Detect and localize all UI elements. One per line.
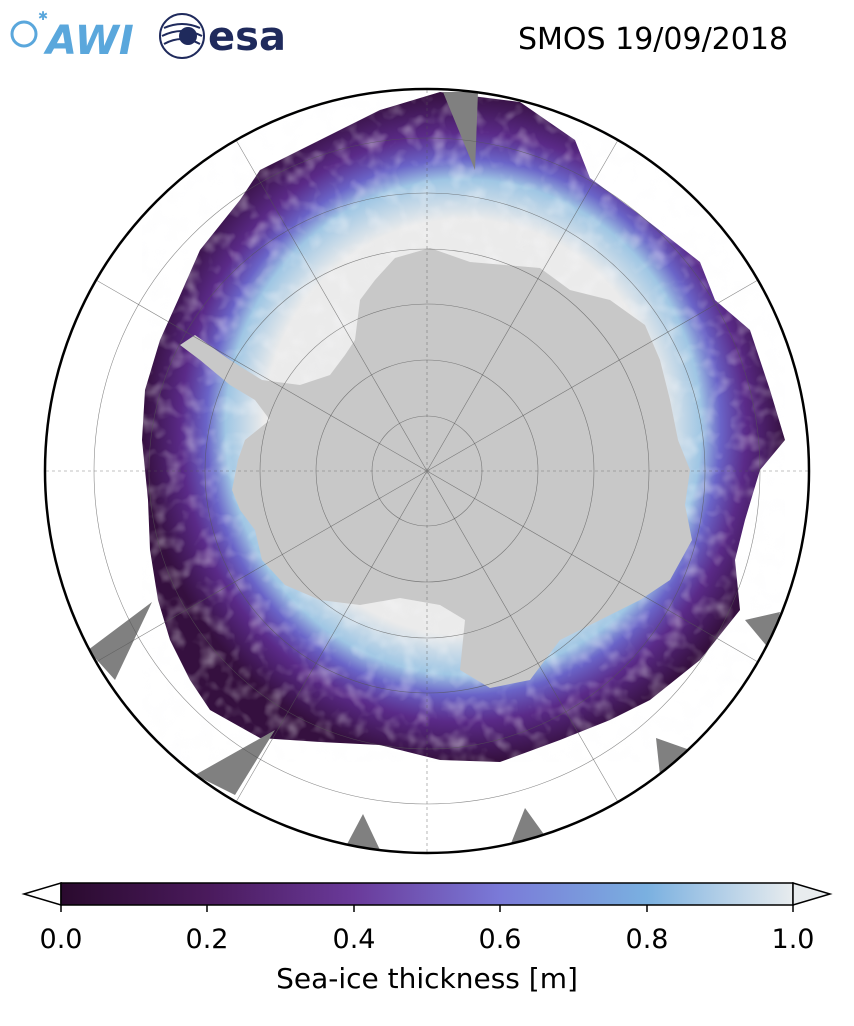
colorbar-tick-label: 0.6 [478, 924, 522, 955]
colorbar-tick-label: 1.0 [771, 924, 815, 955]
esa-logo: esa [159, 13, 286, 60]
antarctica-land [180, 248, 692, 688]
colorbar-label: Sea-ice thickness [m] [276, 962, 578, 995]
polar-map [43, 87, 811, 855]
nodata-wedges [88, 92, 780, 850]
esa-globe-icon [159, 13, 205, 59]
meridians [45, 89, 809, 853]
awi-star-icon: ✱ [38, 9, 48, 23]
colorbar-tick-label: 0.4 [332, 924, 376, 955]
colorbar-low-extend [21, 881, 62, 907]
map-border [43, 87, 811, 855]
esa-logo-text: esa [208, 14, 286, 60]
colorbar-tick-label: 0.0 [39, 924, 83, 955]
colorbar-ticks [60, 905, 794, 912]
colorbar-tick-label: 0.2 [185, 924, 229, 955]
awi-globe-icon [10, 20, 38, 48]
colorbar-gradient [60, 882, 794, 906]
colorbar-tick-label: 0.8 [625, 924, 669, 955]
awi-logo-text: AWI [43, 18, 134, 60]
map-title: SMOS 19/09/2018 [518, 22, 789, 57]
awi-logo: ✱ AWI [10, 9, 134, 60]
colorbar-high-extend [792, 881, 833, 907]
